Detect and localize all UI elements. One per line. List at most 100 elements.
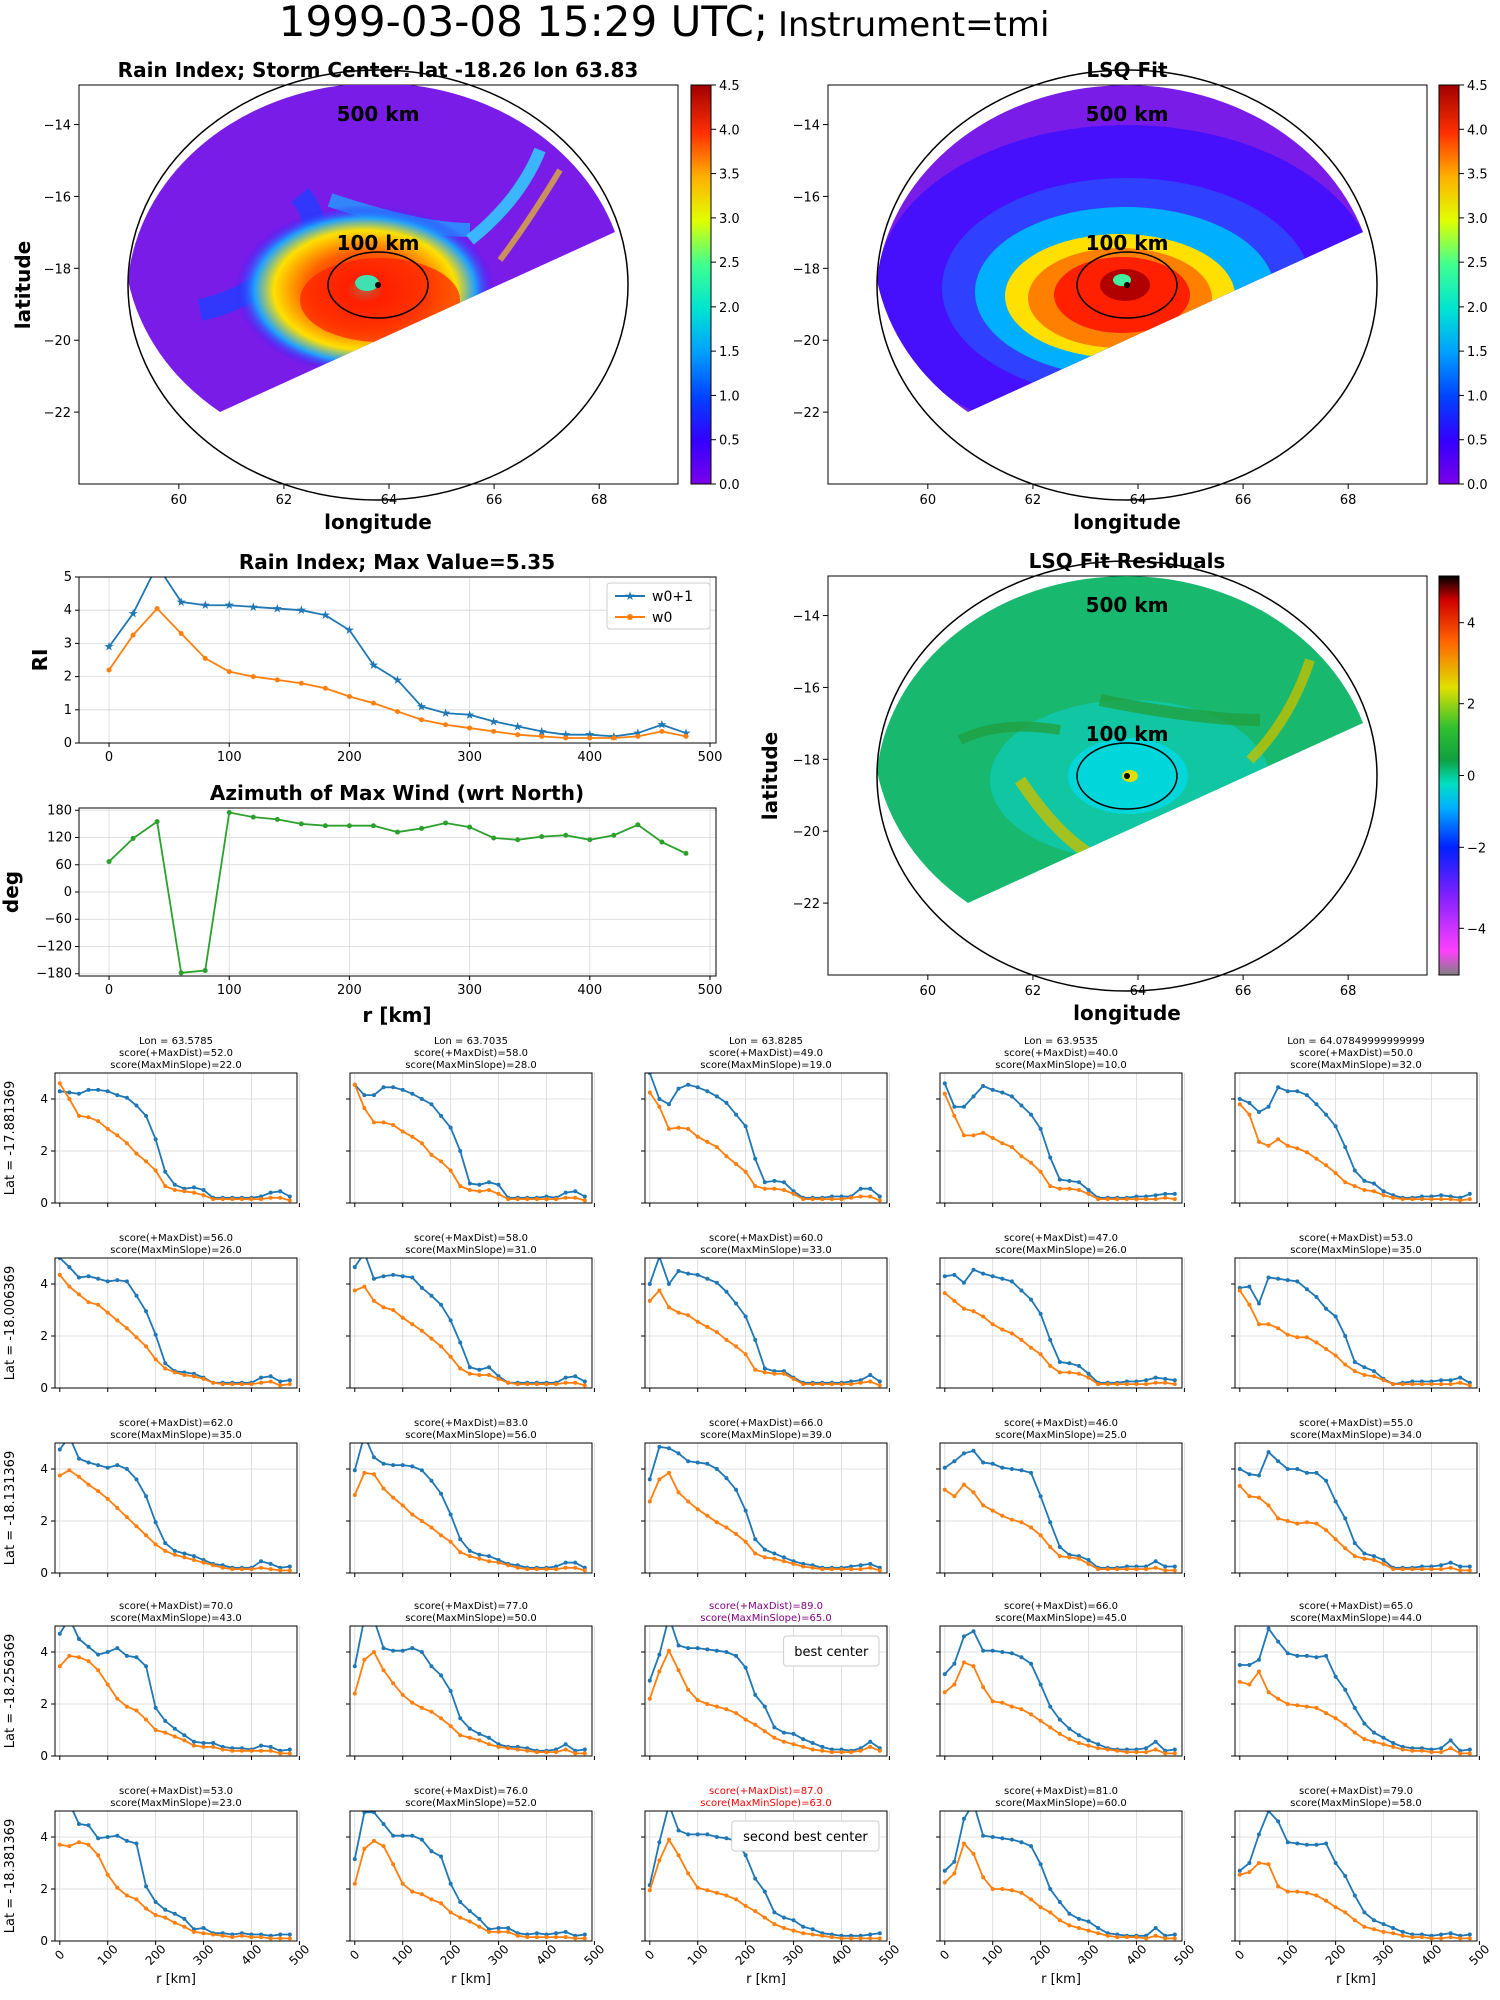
subplot-r5-c5: 0 100 200 300 400 500 score(MaxMinSlope)=58.0s… xyxy=(1231,1786,1492,1987)
series-w0-plus-1-point xyxy=(371,1093,376,1098)
y-tick-label: 0 xyxy=(40,1934,48,1948)
series-w0-point xyxy=(762,1915,767,1920)
series-w0-point xyxy=(820,1567,825,1572)
series-w0-point xyxy=(781,1371,786,1376)
series-w0-point xyxy=(201,1376,206,1381)
series-w0-plus-1-point xyxy=(868,1932,873,1937)
x-tick-label: 300 xyxy=(457,750,482,765)
series-w0-point xyxy=(1324,1163,1329,1168)
series-w0-point xyxy=(1429,1567,1434,1572)
series-w0-plus-1-point xyxy=(858,1186,863,1191)
subplot-score-slope: score(MaxMinSlope)=39.0 xyxy=(700,1430,831,1441)
series-w0-point xyxy=(1172,1751,1177,1756)
series-w0-plus-1-point xyxy=(554,1931,559,1936)
series-w0-plus-1-point xyxy=(1172,1191,1177,1196)
series-w0-point xyxy=(201,1193,206,1198)
series-w0-point xyxy=(57,1842,62,1847)
series-w0-point xyxy=(249,1567,254,1572)
series-w0-point xyxy=(849,1750,854,1755)
series-w0-point xyxy=(154,606,160,612)
series-w0-point xyxy=(695,1698,700,1703)
series-w0-plus-1-point xyxy=(1333,1861,1338,1865)
series-w0-plus-1-point xyxy=(1009,1467,1014,1471)
x-tick-label: 500 xyxy=(286,1942,312,1968)
series-w0-point xyxy=(1343,1910,1348,1915)
series-w0-point xyxy=(582,1936,587,1941)
series-w0-point xyxy=(239,1382,244,1387)
series-w0-point xyxy=(1285,1702,1290,1706)
series-w0-plus-1-point xyxy=(86,1823,91,1828)
series-w0-plus-1-point xyxy=(942,1672,947,1677)
series-w0-plus-1-point xyxy=(1029,1112,1034,1117)
series-w0-point xyxy=(791,1742,796,1747)
series-w0-plus-1-point xyxy=(705,1461,710,1466)
series-w0-point xyxy=(105,1496,110,1501)
x-tick-label: 500 xyxy=(1171,1942,1197,1968)
subplot-score-maxdist: score(+MaxDist)=55.0 xyxy=(1299,1418,1413,1429)
series-w0-point xyxy=(1314,1705,1319,1710)
series-w0-point xyxy=(1324,1711,1329,1716)
series-w0-point xyxy=(1153,1380,1158,1385)
series-w0-point xyxy=(352,1288,357,1293)
subplot-score-maxdist: score(+MaxDist)=79.0 xyxy=(1299,1786,1413,1797)
series-w0-point xyxy=(1029,1160,1034,1165)
series-w0-plus-1-point xyxy=(1048,1520,1053,1525)
series-w0-point xyxy=(1391,1931,1396,1936)
series-w0-plus-1-point xyxy=(1086,1738,1091,1743)
y-tick-label: −16 xyxy=(793,681,820,696)
series-w0-point xyxy=(1362,1188,1367,1192)
series-w0-point xyxy=(829,1567,834,1572)
series-w0-point xyxy=(1295,1146,1300,1151)
series-w0-point xyxy=(226,669,232,675)
series-w0-plus-1-point xyxy=(961,1451,966,1456)
series-w0-plus-1-point xyxy=(57,1631,62,1636)
subplot-score-maxdist: score(+MaxDist)=76.0 xyxy=(414,1786,528,1797)
series-azimuth-point xyxy=(443,820,449,826)
series-w0-plus-1-point xyxy=(172,1911,177,1916)
series-w0-plus-1-point xyxy=(163,1718,168,1723)
series-w0-plus-1-point xyxy=(1362,1910,1367,1915)
ring-100km-label: 100 km xyxy=(1086,231,1169,255)
series-w0-plus-1-point xyxy=(1439,1378,1444,1383)
series-w0-plus-1-point xyxy=(391,1272,396,1277)
series-w0-point xyxy=(877,1383,882,1388)
x-tick-label: 500 xyxy=(698,750,723,765)
series-w0-point xyxy=(400,1692,405,1697)
series-w0-plus-1-point xyxy=(105,1465,110,1470)
series-w0-point xyxy=(1276,1884,1281,1889)
series-w0-point xyxy=(544,1935,549,1940)
y-tick-label: 0 xyxy=(40,1749,48,1763)
series-w0-point xyxy=(1448,1197,1453,1202)
series-w0-plus-1-point xyxy=(259,1743,264,1748)
series-w0-point xyxy=(67,1284,72,1289)
series-w0-point xyxy=(563,1747,568,1752)
series-azimuth-point xyxy=(419,825,425,831)
x-tick-label: 100 xyxy=(217,750,242,765)
series-w0-point xyxy=(942,1690,947,1695)
colorbar-tick-label: 2.0 xyxy=(719,301,740,316)
series-w0-plus-1-point xyxy=(144,1113,149,1118)
series-w0-point xyxy=(515,1565,520,1570)
y-tick-label: 5 xyxy=(64,570,72,585)
series-w0-point xyxy=(1467,1383,1472,1388)
series-w0-point xyxy=(573,1751,578,1756)
series-w0-point xyxy=(1256,1669,1261,1674)
subplot-score-maxdist: score(+MaxDist)=81.0 xyxy=(1004,1786,1118,1797)
x-axis-label: r [km] xyxy=(362,1003,431,1027)
series-w0-point xyxy=(942,1091,947,1096)
series-w0-plus-1-point xyxy=(676,1269,681,1273)
series-w0-point xyxy=(67,1844,72,1849)
series-w0-point xyxy=(1134,1567,1139,1572)
series-w0-point xyxy=(259,1565,264,1570)
series-w0-plus-1-point xyxy=(1153,1739,1158,1744)
series-w0-point xyxy=(201,1560,206,1565)
series-w0-plus-1-point xyxy=(676,1828,681,1833)
subplot-note: best center xyxy=(794,1645,869,1660)
plot-area xyxy=(1235,1073,1477,1203)
series-w0-point xyxy=(1000,1887,1005,1891)
series-w0-point xyxy=(1144,1750,1149,1755)
series-w0-point xyxy=(220,1933,225,1938)
x-tick-label: 0 xyxy=(105,750,113,765)
y-tick-label: 2 xyxy=(40,1697,48,1711)
series-w0-point xyxy=(477,1189,482,1194)
